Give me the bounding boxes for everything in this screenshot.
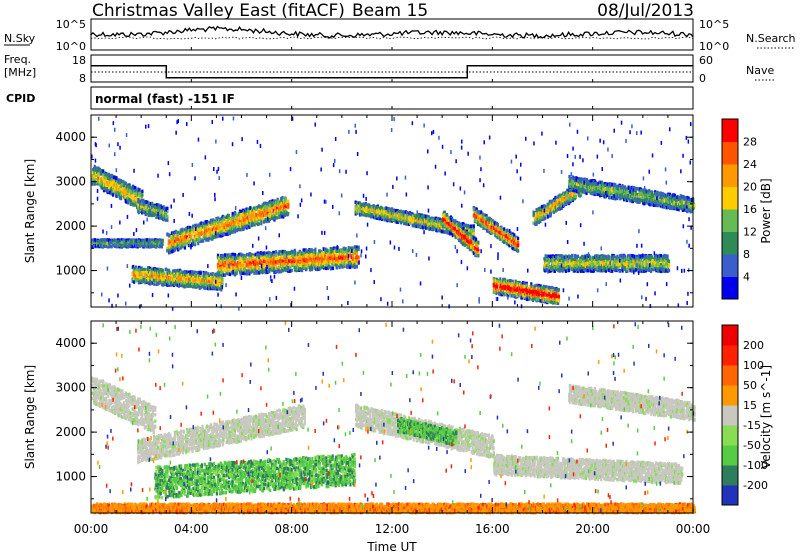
nave-tick-low: 0: [699, 72, 706, 85]
heatmap-cell: [125, 182, 127, 185]
heatmap-cell: [91, 182, 93, 185]
heatmap-cell: [208, 274, 210, 277]
heatmap-cell: [168, 233, 170, 236]
heatmap-cell: [358, 255, 360, 258]
heatmap-cell: [251, 224, 253, 227]
freq-tick-low: 8: [79, 72, 86, 85]
heatmap-cell: [113, 176, 115, 179]
heatmap-cell: [208, 237, 210, 240]
heatmap-cell: [141, 190, 143, 193]
heatmap-cell: [223, 226, 225, 229]
beam-label: Beam 15: [352, 1, 428, 21]
heatmap-cell: [260, 222, 262, 225]
plot-title: Christmas Valley East (fitACF): [92, 1, 345, 21]
heatmap-cell: [198, 235, 200, 238]
heatmap-cell: [356, 252, 358, 255]
heatmap-cell: [287, 200, 289, 203]
heatmap-cell: [166, 215, 168, 218]
heatmap-cell: [299, 264, 301, 267]
heatmap-cell: [162, 269, 164, 272]
nsky-strip: N.Sky 10^5 10^0 10^5 10^0 N.Search: [4, 18, 796, 53]
nsearch-series-line: [91, 37, 693, 39]
heatmap-cell: [191, 232, 193, 235]
heatmap-cell: [325, 267, 327, 270]
nsky-series-line: [91, 27, 693, 38]
heatmap-cell: [305, 250, 307, 253]
cpid-strip: CPID normal (fast) -151 IF: [6, 87, 693, 109]
heatmap-cell: [281, 196, 283, 199]
heatmap-cell: [200, 271, 202, 274]
heatmap-cell: [358, 246, 360, 249]
heatmap-cell: [188, 240, 190, 243]
heatmap-cell: [169, 240, 171, 243]
heatmap-cell: [224, 261, 226, 264]
heatmap-cell: [299, 267, 301, 270]
heatmap-cell: [332, 267, 334, 270]
heatmap-cell: [242, 272, 244, 275]
nave-tick-high: 60: [699, 54, 713, 67]
heatmap-cell: [236, 272, 238, 275]
heatmap-cell: [223, 233, 225, 236]
heatmap-cell: [240, 228, 242, 231]
nsearch-tick-low: 10^0: [699, 40, 729, 53]
heatmap-cell: [184, 246, 186, 249]
heatmap-cell: [275, 250, 277, 253]
heatmap-cell: [106, 173, 108, 176]
freq-strip: Freq. [MHz] 18 8 60 0 Nave: [4, 53, 776, 85]
heatmap-cell: [177, 238, 179, 241]
heatmap-cell: [166, 219, 168, 222]
heatmap-cell: [349, 266, 351, 269]
heatmap-cell: [115, 176, 117, 179]
freq-unit: [MHz]: [4, 66, 36, 79]
heatmap-cell: [269, 210, 271, 213]
heatmap-cell: [246, 271, 248, 274]
heatmap-cell: [287, 205, 289, 208]
nsky-tick-low: 10^0: [56, 40, 86, 53]
cpid-text: normal (fast) -151 IF: [95, 92, 235, 106]
heatmap-cell: [141, 193, 143, 196]
heatmap-cell: [339, 260, 341, 263]
heatmap-cell: [204, 234, 206, 237]
heatmap-cell: [291, 269, 293, 272]
heatmap-cell: [296, 256, 298, 259]
heatmap-cell: [181, 228, 183, 231]
nsky-label: N.Sky: [4, 32, 36, 45]
cpid-label: CPID: [6, 92, 35, 105]
heatmap-cell: [153, 279, 155, 282]
heatmap-cell: [341, 257, 343, 260]
heatmap-cell: [314, 248, 316, 251]
nsearch-label: N.Search: [746, 32, 796, 45]
heatmap-cell: [220, 271, 222, 274]
heatmap-cell: [275, 254, 277, 257]
nsky-tick-high: 10^5: [56, 18, 86, 31]
heatmap-cell: [256, 271, 258, 274]
heatmap-cell: [93, 172, 95, 175]
heatmap-cell: [154, 268, 156, 271]
heatmap-cell: [303, 248, 305, 251]
date-label: 08/Jul/2013: [597, 1, 694, 21]
heatmap-cell: [142, 268, 144, 271]
heatmap-cell: [276, 216, 278, 219]
nave-label: Nave: [746, 64, 774, 77]
heatmap-cell: [356, 265, 358, 268]
heatmap-cell: [112, 193, 114, 196]
freq-label: Freq.: [4, 53, 31, 66]
nsearch-tick-high: 10^5: [699, 18, 729, 31]
heatmap-cell: [251, 211, 253, 214]
heatmap-cell: [281, 256, 283, 259]
nsky-trace: [91, 27, 693, 40]
power-heatmap-cells: [91, 117, 695, 311]
heatmap-cell: [221, 277, 223, 280]
heatmap-cell: [294, 249, 296, 252]
heatmap-cell: [275, 257, 277, 260]
heatmap-cell: [223, 268, 225, 271]
heatmap-cell: [258, 222, 260, 225]
freq-tick-high: 18: [72, 54, 86, 67]
heatmap-cell: [241, 261, 243, 264]
heatmap-cell: [131, 196, 133, 199]
heatmap-cell: [287, 212, 289, 215]
